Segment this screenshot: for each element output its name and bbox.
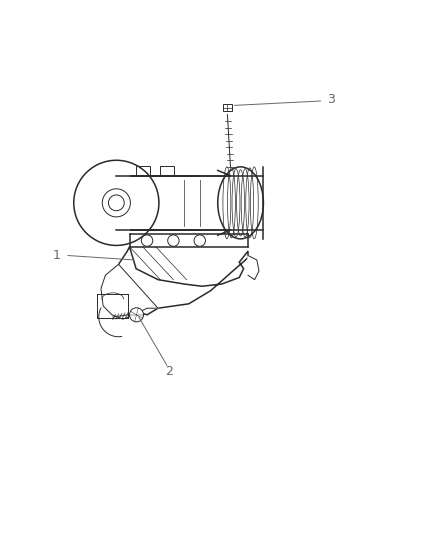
Polygon shape (247, 255, 258, 280)
Ellipse shape (217, 167, 263, 239)
Text: 3: 3 (327, 93, 335, 106)
Circle shape (167, 235, 179, 246)
Bar (222, 104, 232, 111)
Bar (116, 176, 230, 230)
Text: 1: 1 (53, 249, 61, 262)
Circle shape (141, 235, 152, 246)
Bar (97, 294, 128, 318)
Bar (129, 235, 247, 247)
Circle shape (194, 235, 205, 246)
Text: 2: 2 (165, 365, 173, 378)
Bar (160, 166, 174, 176)
Circle shape (129, 308, 143, 322)
Bar (136, 166, 150, 176)
Polygon shape (114, 247, 247, 315)
Polygon shape (101, 264, 158, 319)
Circle shape (74, 160, 159, 245)
